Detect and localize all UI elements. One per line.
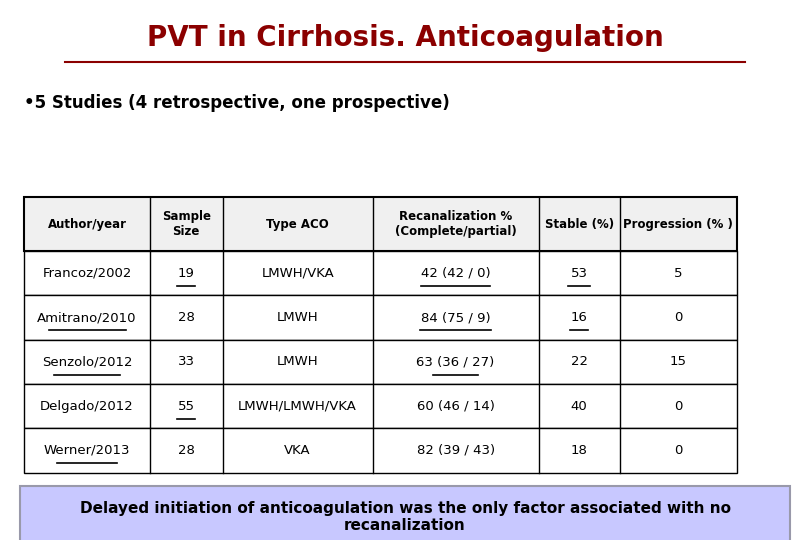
Text: 55: 55 [178, 400, 194, 413]
Text: VKA: VKA [284, 444, 311, 457]
Text: Delgado/2012: Delgado/2012 [40, 400, 134, 413]
Text: 0: 0 [674, 311, 683, 324]
Text: 0: 0 [674, 444, 683, 457]
Text: Francoz/2002: Francoz/2002 [42, 267, 132, 280]
FancyBboxPatch shape [24, 295, 737, 340]
FancyBboxPatch shape [24, 251, 737, 295]
Text: •5 Studies (4 retrospective, one prospective): •5 Studies (4 retrospective, one prospec… [24, 94, 450, 112]
FancyBboxPatch shape [24, 428, 737, 472]
Text: 15: 15 [670, 355, 687, 368]
Text: 63 (36 / 27): 63 (36 / 27) [416, 355, 495, 368]
Text: PVT in Cirrhosis. Anticoagulation: PVT in Cirrhosis. Anticoagulation [147, 24, 663, 52]
Text: 18: 18 [571, 444, 587, 457]
Text: Delayed initiation of anticoagulation was the only factor associated with no
rec: Delayed initiation of anticoagulation wa… [79, 501, 731, 534]
Text: Amitrano/2010: Amitrano/2010 [37, 311, 137, 324]
Text: Author/year: Author/year [48, 218, 126, 231]
Text: 5: 5 [674, 267, 683, 280]
Text: Stable (%): Stable (%) [544, 218, 614, 231]
Text: 28: 28 [178, 444, 194, 457]
Text: 40: 40 [571, 400, 587, 413]
Text: Recanalization %
(Complete/partial): Recanalization % (Complete/partial) [394, 210, 517, 238]
Text: 60 (46 / 14): 60 (46 / 14) [416, 400, 495, 413]
Text: Werner/2013: Werner/2013 [44, 444, 130, 457]
Text: 28: 28 [178, 311, 194, 324]
Text: 84 (75 / 9): 84 (75 / 9) [421, 311, 490, 324]
FancyBboxPatch shape [20, 486, 790, 540]
Text: 0: 0 [674, 400, 683, 413]
Text: LMWH/LMWH/VKA: LMWH/LMWH/VKA [238, 400, 357, 413]
Text: 53: 53 [571, 267, 587, 280]
Text: LMWH/VKA: LMWH/VKA [262, 267, 334, 280]
Text: 42 (42 / 0): 42 (42 / 0) [421, 267, 490, 280]
Text: 16: 16 [571, 311, 587, 324]
Text: LMWH: LMWH [277, 311, 318, 324]
Text: 19: 19 [178, 267, 194, 280]
Text: 33: 33 [178, 355, 194, 368]
Text: Sample
Size: Sample Size [162, 210, 211, 238]
FancyBboxPatch shape [24, 197, 737, 251]
Text: LMWH: LMWH [277, 355, 318, 368]
Text: 82 (39 / 43): 82 (39 / 43) [416, 444, 495, 457]
Text: 22: 22 [571, 355, 587, 368]
FancyBboxPatch shape [24, 340, 737, 384]
Text: Senzolo/2012: Senzolo/2012 [42, 355, 132, 368]
FancyBboxPatch shape [24, 384, 737, 428]
Text: Type ACO: Type ACO [266, 218, 329, 231]
Text: Progression (% ): Progression (% ) [624, 218, 733, 231]
